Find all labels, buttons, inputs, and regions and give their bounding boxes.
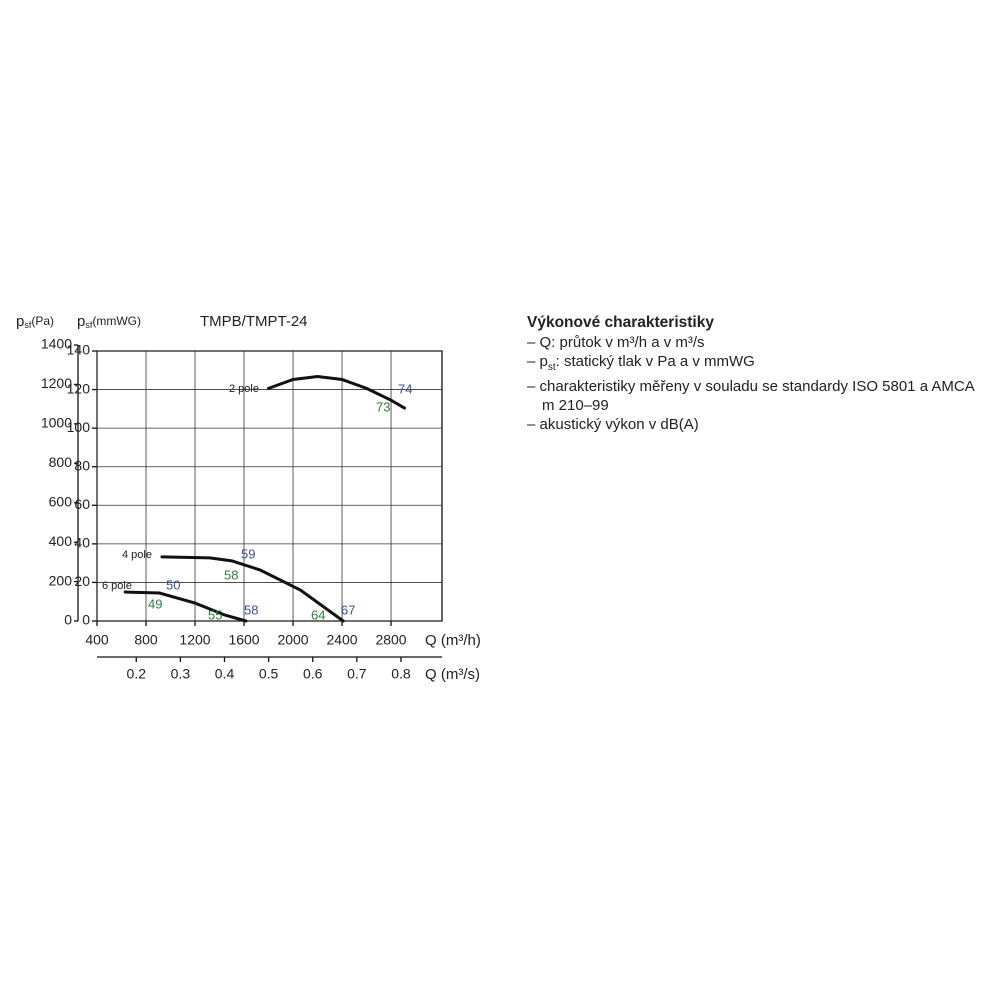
info-sub: st xyxy=(547,362,556,373)
db-label: 67 xyxy=(341,602,355,617)
info-item: – Q: průtok v m³/h a v m³/s xyxy=(527,334,705,351)
info-item: – pst: statický tlak v Pa a v mmWG xyxy=(527,352,982,377)
x2-tick-label: 0.6 xyxy=(303,666,323,682)
x2-tick-label: 0.7 xyxy=(347,666,367,682)
y-tick-label: 1200 xyxy=(41,375,72,391)
performance-curve xyxy=(123,590,248,623)
curve-label: 6 pole xyxy=(102,580,132,592)
y2-tick-label: 60 xyxy=(74,496,90,512)
x-tick-label: 2400 xyxy=(326,632,357,648)
info-text: : statický tlak v Pa a v mmWG xyxy=(555,353,755,370)
db-label: 64 xyxy=(311,607,325,622)
y-tick-label: 200 xyxy=(49,572,73,588)
x2-tick-label: 0.5 xyxy=(259,666,279,682)
info-item: – akustický výkon v dB(A) xyxy=(527,416,699,433)
axis-label-sub: sf xyxy=(85,320,93,330)
db-label: 74 xyxy=(398,381,412,396)
y-tick-label: 1000 xyxy=(41,415,72,431)
y2-tick-label: 40 xyxy=(74,535,90,551)
db-label: 50 xyxy=(166,577,180,592)
axis-label: psf(mmWG) xyxy=(77,313,141,330)
info-title: Výkonové charakteristiky xyxy=(527,314,714,331)
db-label: 58 xyxy=(224,567,238,582)
info-item: – charakteristiky měřeny v souladu se st… xyxy=(527,378,974,414)
curve-label: 4 pole xyxy=(122,549,152,561)
axis-label: psf(Pa) xyxy=(16,313,54,330)
x-tick-label: 1200 xyxy=(179,632,210,648)
db-label: 58 xyxy=(244,602,258,617)
performance-curve xyxy=(267,375,407,410)
y2-tick-label: 80 xyxy=(74,457,90,473)
axis-label-main: p xyxy=(77,313,85,330)
y-tick-label: 0 xyxy=(64,612,72,628)
y2-tick-label: 100 xyxy=(67,419,91,435)
db-label: 55 xyxy=(208,607,222,622)
plot-frame xyxy=(96,350,443,622)
x-tick-label: 2000 xyxy=(277,632,308,648)
x-tick-label: 400 xyxy=(85,632,109,648)
y2-tick-label: 20 xyxy=(74,573,90,589)
axis-label-unit: (mmWG) xyxy=(92,314,141,328)
db-label: 59 xyxy=(241,546,255,561)
x2-tick-label: 0.2 xyxy=(127,666,147,682)
y-tick-label: 1400 xyxy=(41,336,72,352)
info-text: – p xyxy=(527,353,548,370)
db-label: 49 xyxy=(148,596,162,611)
x-tick-label: 800 xyxy=(134,632,158,648)
x2-tick-label: 0.4 xyxy=(215,666,235,682)
chart-title: TMPB/TMPT-24 xyxy=(200,313,308,330)
performance-curve xyxy=(160,555,345,623)
y2-tick-label: 140 xyxy=(67,342,91,358)
y-tick-label: 800 xyxy=(49,454,73,470)
x-axis-label: Q (m³/h) xyxy=(425,632,481,649)
y2-tick-label: 0 xyxy=(82,612,90,628)
x-tick-label: 2800 xyxy=(375,632,406,648)
x-tick-label: 1600 xyxy=(228,632,259,648)
axis-label-sub: sf xyxy=(24,320,32,330)
curve-label: 2 pole xyxy=(229,383,259,395)
y-tick-label: 400 xyxy=(49,533,73,549)
axis-label-unit: (Pa) xyxy=(31,314,54,328)
x2-tick-label: 0.3 xyxy=(171,666,191,682)
x2-axis-label: Q (m³/s) xyxy=(425,666,480,683)
x2-tick-label: 0.8 xyxy=(391,666,411,682)
y2-tick-label: 120 xyxy=(67,380,91,396)
info-panel: Výkonové charakteristiky – Q: průtok v m… xyxy=(527,313,982,434)
axis-label-main: p xyxy=(16,313,24,330)
y-tick-label: 600 xyxy=(49,493,73,509)
db-label: 73 xyxy=(376,399,390,414)
